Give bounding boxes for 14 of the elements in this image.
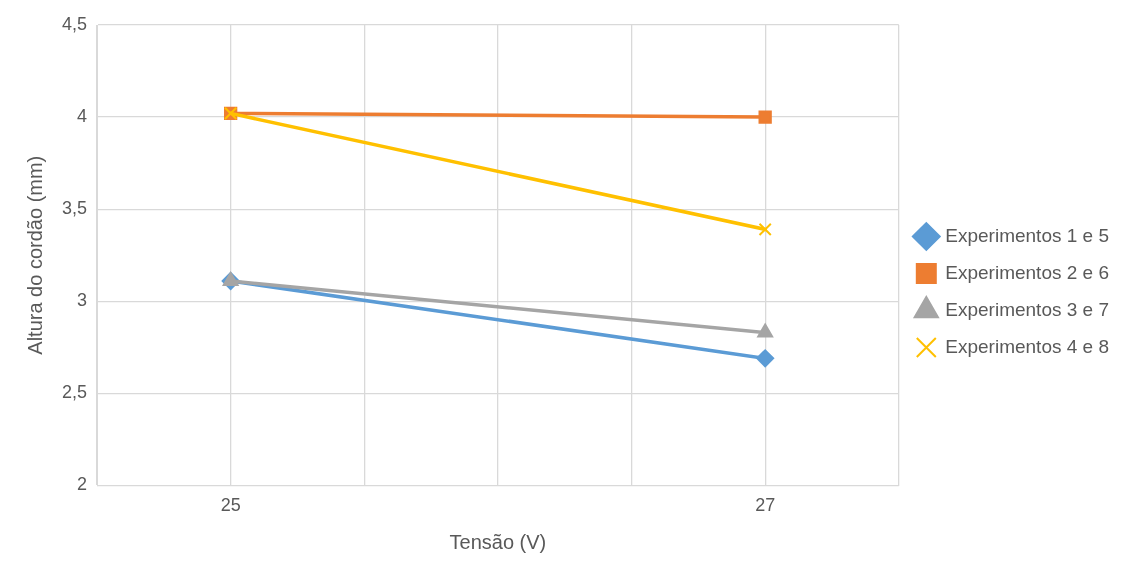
y-tick-label: 4,5: [61, 13, 88, 34]
y-tick-label: 4: [77, 106, 88, 127]
x-axis-title: Tensão (V): [449, 530, 547, 553]
y-tick-label: 3: [77, 290, 88, 311]
legend-label: Experimentos 3 e 7: [945, 298, 1109, 320]
y-tick-label: 3,5: [61, 198, 88, 219]
y-tick-label: 2,5: [61, 382, 88, 403]
legend-label: Experimentos 4 e 8: [945, 335, 1109, 357]
legend-label: Experimentos 1 e 5: [945, 224, 1109, 246]
legend-label: Experimentos 2 e 6: [945, 261, 1109, 283]
y-axis-title: Altura do cordão (mm): [23, 155, 46, 355]
y-tick-label: 2: [77, 474, 88, 495]
x-tick-label: 27: [755, 495, 776, 516]
x-tick-label: 25: [220, 495, 241, 516]
